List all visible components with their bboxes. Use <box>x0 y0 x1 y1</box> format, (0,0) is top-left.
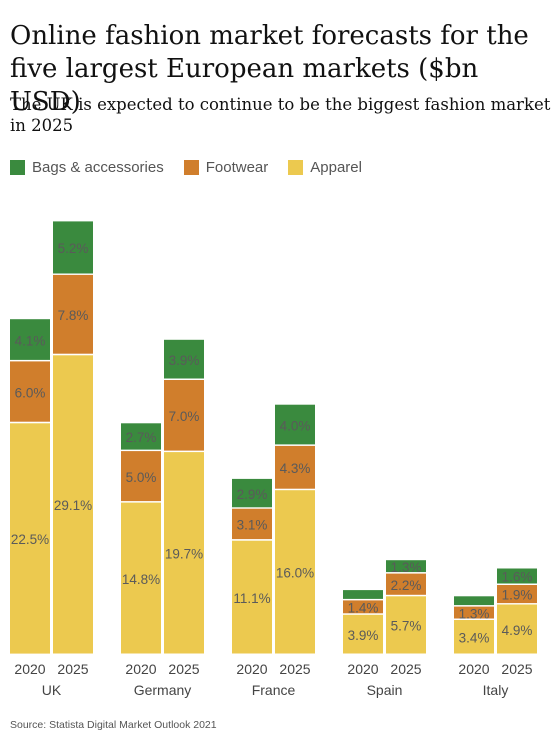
data-label-spain-2020-apparel: 3.9% <box>348 628 379 643</box>
legend-item-bags: Bags & accessories <box>10 159 164 176</box>
legend-swatch-footwear <box>183 159 199 175</box>
data-label-uk-2020-apparel: 22.5% <box>11 532 49 547</box>
bar-uk-2025-apparel <box>53 355 93 654</box>
group-label-germany: Germany <box>134 682 192 698</box>
data-label-uk-2025-footwear: 7.8% <box>58 308 89 323</box>
data-label-germany-2025-apparel: 19.7% <box>165 547 203 562</box>
bar-germany-2025-apparel <box>164 452 204 654</box>
data-label-france-2025-bags: 4.0% <box>280 418 311 433</box>
data-label-spain-2025-apparel: 5.7% <box>391 619 422 634</box>
bar-italy-2020-footwear <box>454 606 494 619</box>
bar-germany-2020-footwear <box>121 451 161 502</box>
legend-swatch-apparel <box>288 159 304 175</box>
x-tick-label-germany-2025: 2025 <box>168 661 199 677</box>
data-label-spain-2020-footwear: 1.4% <box>348 601 379 616</box>
group-label-france: France <box>252 682 296 698</box>
data-label-uk-2025-bags: 5.2% <box>58 241 89 256</box>
data-label-italy-2020-footwear: 1.3% <box>459 606 490 621</box>
bar-germany-2025-bags <box>164 339 204 379</box>
bar-france-2025-footwear <box>275 445 315 489</box>
bar-france-2020-footwear <box>232 508 272 540</box>
data-label-france-2020-footwear: 3.1% <box>237 518 268 533</box>
x-tick-label-france-2025: 2025 <box>279 661 310 677</box>
data-label-france-2025-apparel: 16.0% <box>276 566 314 581</box>
bar-france-2025-apparel <box>275 490 315 654</box>
data-label-spain-2025-bags: 1.3% <box>391 560 422 575</box>
bar-uk-2020-apparel <box>10 423 50 654</box>
bar-uk-2020-bags <box>10 319 50 360</box>
data-label-germany-2020-footwear: 5.0% <box>126 470 157 485</box>
bar-france-2020-apparel <box>232 540 272 654</box>
x-tick-label-uk-2020: 2020 <box>14 661 45 677</box>
legend: Bags & accessories Footwear Apparel <box>10 157 382 177</box>
data-label-germany-2020-bags: 2.7% <box>126 430 157 445</box>
data-label-germany-2025-bags: 3.9% <box>169 353 200 368</box>
bar-spain-2025-apparel <box>386 596 426 654</box>
bar-uk-2025-footwear <box>53 274 93 354</box>
x-tick-label-spain-2025: 2025 <box>390 661 421 677</box>
bar-spain-2025-bags <box>386 560 426 573</box>
data-label-italy-2025-footwear: 1.9% <box>502 588 533 603</box>
data-label-spain-2025-footwear: 2.2% <box>391 578 422 593</box>
bar-spain-2020-bags <box>343 590 383 599</box>
legend-label-apparel: Apparel <box>310 158 362 176</box>
x-tick-label-germany-2020: 2020 <box>125 661 156 677</box>
bar-italy-2025-apparel <box>497 604 537 654</box>
data-label-uk-2025-apparel: 29.1% <box>54 498 92 513</box>
bar-spain-2020-footwear <box>343 600 383 614</box>
bar-italy-2025-bags <box>497 568 537 584</box>
data-label-france-2025-footwear: 4.3% <box>280 461 311 476</box>
legend-label-footwear: Footwear <box>205 158 269 176</box>
bar-italy-2020-bags <box>454 596 494 606</box>
bar-uk-2020-footwear <box>10 361 50 422</box>
group-label-spain: Spain <box>367 682 403 698</box>
data-label-italy-2025-apparel: 4.9% <box>502 623 533 638</box>
x-tick-label-france-2020: 2020 <box>236 661 267 677</box>
x-tick-label-uk-2025: 2025 <box>57 661 88 677</box>
data-label-germany-2025-footwear: 7.0% <box>169 409 200 424</box>
bar-germany-2020-apparel <box>121 502 161 654</box>
bar-italy-2020-apparel <box>454 620 494 654</box>
bar-spain-2025-footwear <box>386 573 426 595</box>
bar-germany-2025-footwear <box>164 380 204 451</box>
data-label-france-2020-apparel: 11.1% <box>233 591 270 606</box>
bar-uk-2025-bags <box>53 221 93 274</box>
group-label-uk: UK <box>42 682 62 698</box>
data-label-italy-2025-bags: 1.6% <box>502 570 533 585</box>
bar-france-2025-bags <box>275 404 315 445</box>
x-tick-label-italy-2020: 2020 <box>458 661 489 677</box>
chart-title: Online fashion market forecasts for the … <box>10 21 529 117</box>
bar-italy-2025-footwear <box>497 585 537 604</box>
x-tick-label-spain-2020: 2020 <box>347 661 378 677</box>
legend-item-apparel: Apparel <box>288 159 362 176</box>
source-note: Source: Statista Digital Market Outlook … <box>10 719 217 731</box>
bar-france-2020-bags <box>232 478 272 508</box>
legend-swatch-bags <box>10 159 25 175</box>
bar-germany-2020-bags <box>121 423 161 450</box>
chart-subtitle: The UK is expected to continue to be the… <box>10 95 551 135</box>
data-label-uk-2020-bags: 4.1% <box>15 333 46 348</box>
data-label-italy-2020-apparel: 3.4% <box>459 631 490 646</box>
data-label-germany-2020-apparel: 14.8% <box>122 572 160 587</box>
bar-spain-2020-apparel <box>343 614 383 654</box>
x-tick-label-italy-2025: 2025 <box>501 661 532 677</box>
legend-item-footwear: Footwear <box>183 158 269 176</box>
group-label-italy: Italy <box>483 682 509 698</box>
data-label-france-2020-bags: 2.9% <box>237 487 268 502</box>
legend-label-bags: Bags & accessories <box>32 158 164 176</box>
data-label-uk-2020-footwear: 6.0% <box>15 385 46 400</box>
